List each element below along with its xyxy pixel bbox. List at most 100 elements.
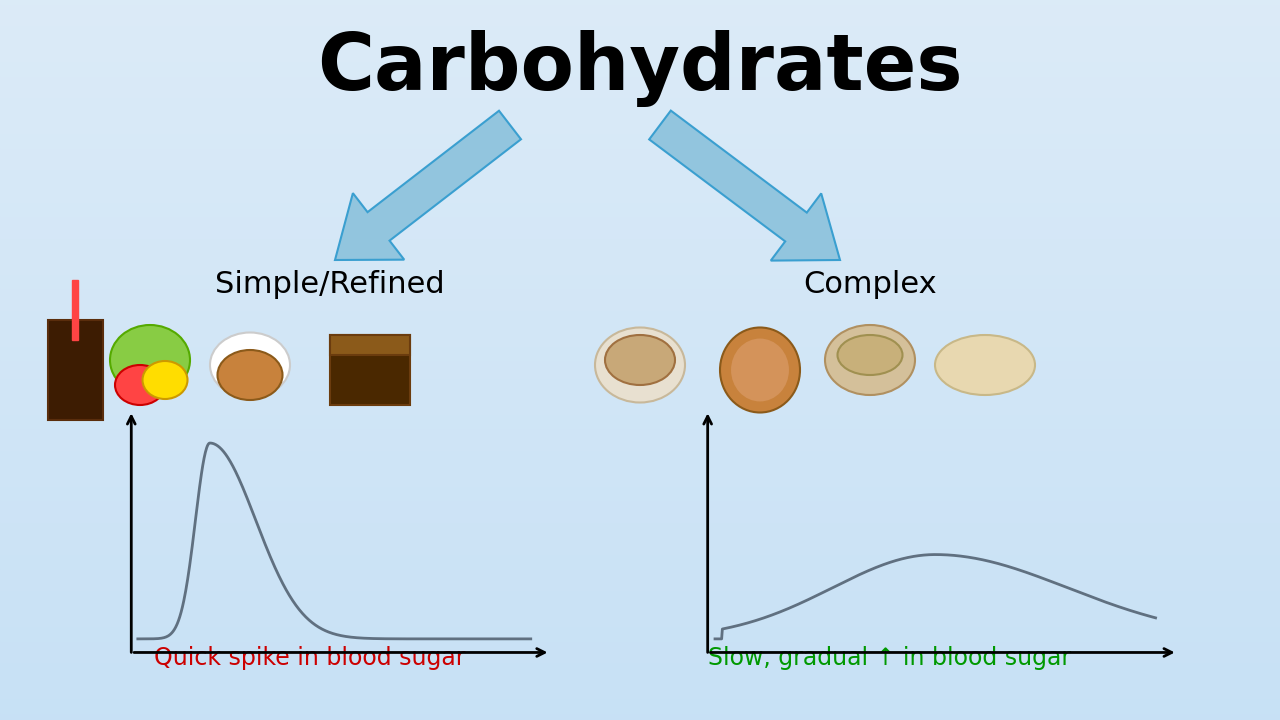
Bar bbox=[0, 454, 1280, 457]
Bar bbox=[0, 32, 1280, 36]
Ellipse shape bbox=[142, 361, 187, 399]
Bar bbox=[0, 457, 1280, 461]
Bar bbox=[0, 166, 1280, 169]
Bar bbox=[0, 601, 1280, 605]
Bar bbox=[0, 367, 1280, 371]
Bar bbox=[0, 173, 1280, 176]
Bar bbox=[0, 0, 1280, 4]
Bar bbox=[0, 439, 1280, 443]
Bar bbox=[0, 299, 1280, 302]
Ellipse shape bbox=[210, 333, 291, 397]
Ellipse shape bbox=[719, 328, 800, 413]
Bar bbox=[0, 83, 1280, 86]
Bar bbox=[0, 428, 1280, 432]
Bar bbox=[0, 551, 1280, 554]
Bar bbox=[0, 61, 1280, 65]
Ellipse shape bbox=[595, 328, 685, 402]
Bar bbox=[0, 353, 1280, 356]
Bar bbox=[0, 104, 1280, 108]
Bar bbox=[0, 115, 1280, 119]
Bar bbox=[0, 238, 1280, 241]
Bar bbox=[0, 598, 1280, 601]
Bar bbox=[0, 140, 1280, 144]
Bar bbox=[0, 198, 1280, 202]
Bar bbox=[0, 450, 1280, 454]
Bar bbox=[0, 605, 1280, 608]
Bar bbox=[0, 616, 1280, 619]
Bar bbox=[0, 180, 1280, 184]
Bar bbox=[0, 277, 1280, 281]
Bar bbox=[0, 414, 1280, 418]
Bar bbox=[0, 86, 1280, 90]
Bar bbox=[0, 652, 1280, 655]
Text: Carbohydrates: Carbohydrates bbox=[317, 30, 963, 107]
Bar bbox=[0, 612, 1280, 616]
Bar bbox=[0, 281, 1280, 284]
Bar bbox=[0, 169, 1280, 173]
Bar bbox=[0, 709, 1280, 713]
Bar bbox=[330, 335, 410, 405]
Bar bbox=[0, 655, 1280, 659]
Bar bbox=[0, 187, 1280, 191]
Text: Simple/Refined: Simple/Refined bbox=[215, 270, 445, 299]
Bar bbox=[72, 280, 78, 340]
Bar bbox=[0, 119, 1280, 122]
Bar bbox=[0, 587, 1280, 590]
Bar bbox=[0, 382, 1280, 385]
Bar bbox=[0, 594, 1280, 598]
Bar bbox=[0, 130, 1280, 133]
Bar bbox=[0, 583, 1280, 587]
Ellipse shape bbox=[730, 338, 790, 402]
Bar bbox=[0, 349, 1280, 353]
Bar bbox=[0, 342, 1280, 346]
Bar bbox=[0, 515, 1280, 518]
Bar bbox=[0, 569, 1280, 572]
Bar bbox=[0, 511, 1280, 515]
Bar bbox=[0, 544, 1280, 547]
Bar bbox=[0, 227, 1280, 230]
Bar bbox=[0, 572, 1280, 576]
Bar bbox=[0, 43, 1280, 47]
Bar bbox=[0, 54, 1280, 58]
Bar bbox=[0, 497, 1280, 500]
Bar bbox=[0, 421, 1280, 425]
Bar bbox=[0, 662, 1280, 666]
Bar bbox=[0, 29, 1280, 32]
Bar bbox=[0, 194, 1280, 198]
Bar bbox=[0, 486, 1280, 490]
Bar bbox=[0, 418, 1280, 421]
Bar bbox=[0, 475, 1280, 479]
Bar bbox=[0, 148, 1280, 151]
Bar bbox=[0, 306, 1280, 310]
Bar bbox=[0, 90, 1280, 94]
Bar bbox=[0, 223, 1280, 227]
Bar bbox=[0, 259, 1280, 263]
Bar bbox=[0, 482, 1280, 486]
Bar bbox=[0, 432, 1280, 436]
Bar bbox=[0, 392, 1280, 396]
Ellipse shape bbox=[110, 325, 189, 395]
Bar bbox=[0, 22, 1280, 25]
Bar bbox=[0, 313, 1280, 317]
Ellipse shape bbox=[605, 335, 675, 385]
Bar bbox=[0, 677, 1280, 680]
Bar bbox=[0, 36, 1280, 40]
Bar bbox=[0, 468, 1280, 472]
Bar bbox=[0, 176, 1280, 180]
Bar bbox=[0, 410, 1280, 414]
Bar bbox=[0, 407, 1280, 410]
Bar bbox=[0, 706, 1280, 709]
Bar bbox=[0, 155, 1280, 158]
Bar bbox=[0, 266, 1280, 270]
Bar bbox=[0, 680, 1280, 684]
Bar bbox=[0, 702, 1280, 706]
Bar bbox=[0, 648, 1280, 652]
Bar bbox=[0, 324, 1280, 328]
Bar bbox=[0, 565, 1280, 569]
Bar bbox=[0, 626, 1280, 630]
Bar bbox=[0, 234, 1280, 238]
Bar bbox=[0, 25, 1280, 29]
Bar bbox=[0, 284, 1280, 288]
Bar bbox=[0, 356, 1280, 360]
Bar bbox=[0, 533, 1280, 536]
